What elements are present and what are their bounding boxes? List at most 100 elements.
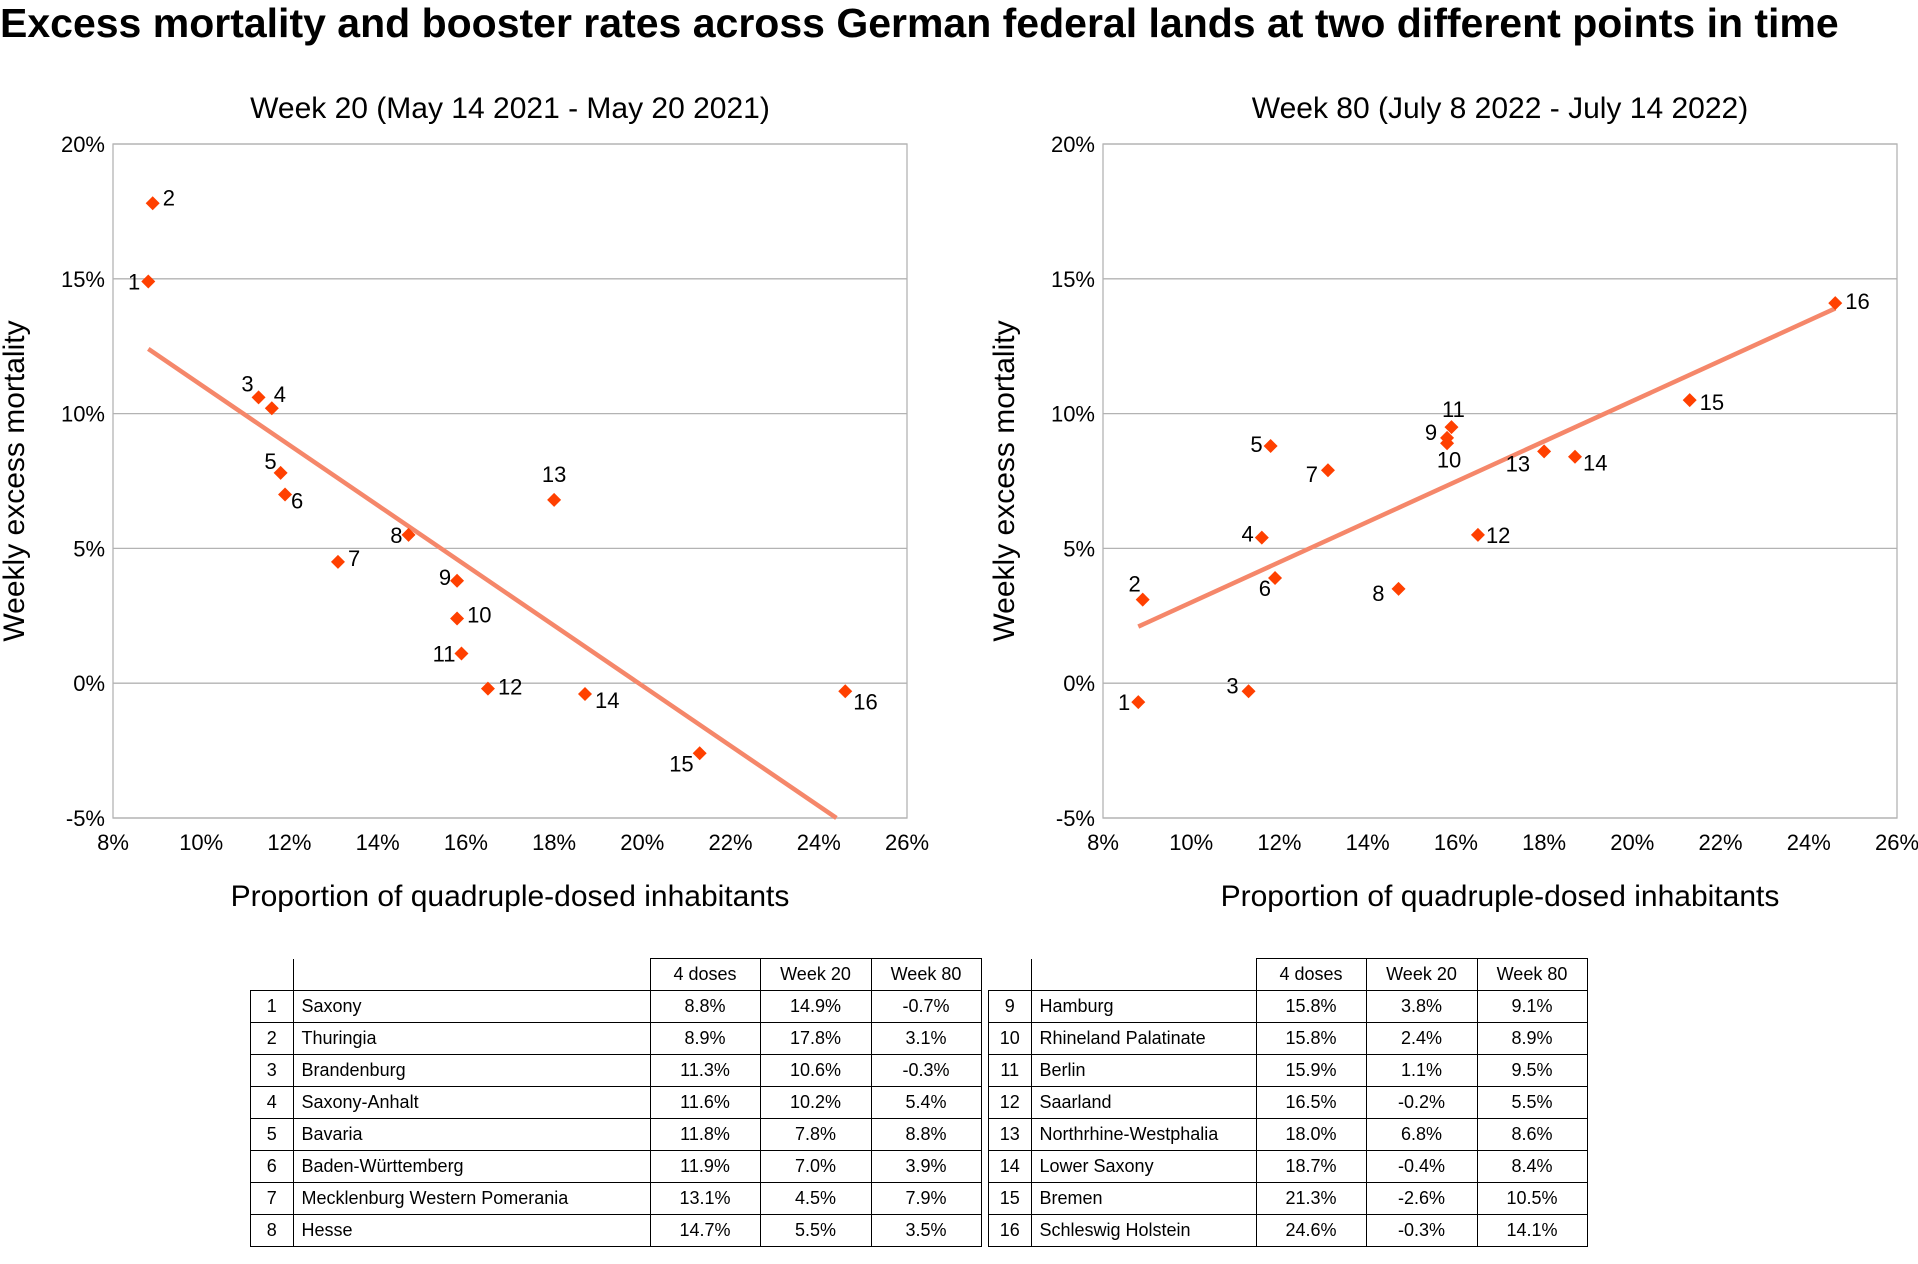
- y-tick-label: 0%: [1063, 671, 1095, 696]
- table-header-blank: [988, 958, 1032, 991]
- trend-line: [147, 347, 838, 820]
- row-index: 9: [988, 990, 1032, 1023]
- table-row: 16 Schleswig Holstein 24.6% -0.3% 14.1%: [988, 1214, 1588, 1247]
- row-index: 13: [988, 1118, 1032, 1151]
- row-index: 2: [250, 1022, 294, 1055]
- value-cell: 1.1%: [1365, 1054, 1478, 1087]
- x-tick-label: 20%: [620, 830, 664, 855]
- x-tick-label: 8%: [1087, 830, 1119, 855]
- state-name: Baden-Württemberg: [292, 1150, 651, 1183]
- value-cell: -2.6%: [1365, 1182, 1478, 1215]
- row-index: 15: [988, 1182, 1032, 1215]
- row-index: 12: [988, 1086, 1032, 1119]
- point-label: 5: [264, 449, 276, 474]
- value-cell: 13.1%: [649, 1182, 761, 1215]
- value-cell: 15.8%: [1255, 1022, 1367, 1055]
- value-cell: 15.8%: [1255, 990, 1367, 1023]
- row-index: 4: [250, 1086, 294, 1119]
- value-cell: 10.2%: [759, 1086, 872, 1119]
- table-row: 9 Hamburg 15.8% 3.8% 9.1%: [988, 990, 1588, 1023]
- point-label: 13: [1506, 451, 1530, 476]
- data-point: [145, 196, 160, 211]
- table-row: 13 Northrhine-Westphalia 18.0% 6.8% 8.6%: [988, 1118, 1588, 1151]
- data-point: [1131, 695, 1146, 710]
- x-tick-label: 8%: [97, 830, 129, 855]
- value-cell: 14.7%: [649, 1214, 761, 1247]
- data-point: [278, 487, 293, 502]
- trend-line: [1137, 306, 1837, 629]
- data-point: [1263, 438, 1278, 453]
- data-point: [480, 681, 495, 696]
- point-label: 2: [1128, 572, 1140, 597]
- chart-week-80: Week 80 (July 8 2022 - July 14 2022) -5% 0…: [988, 92, 1918, 913]
- table-row: 14 Lower Saxony 18.7% -0.4% 8.4%: [988, 1150, 1588, 1183]
- x-tick-label: 22%: [709, 830, 753, 855]
- data-point: [401, 527, 416, 542]
- y-tick-label: 5%: [1063, 536, 1095, 561]
- point-label: 3: [241, 371, 253, 396]
- x-tick-label: 12%: [267, 830, 311, 855]
- value-cell: 14.9%: [759, 990, 872, 1023]
- value-cell: 18.0%: [1255, 1118, 1367, 1151]
- row-index: 5: [250, 1118, 294, 1151]
- value-cell: 5.5%: [759, 1214, 872, 1247]
- y-tick-label: 15%: [1051, 267, 1095, 292]
- state-name: Berlin: [1030, 1054, 1257, 1087]
- state-name: Lower Saxony: [1030, 1150, 1257, 1183]
- value-cell: 3.9%: [870, 1150, 982, 1183]
- point-label: 7: [1306, 462, 1318, 487]
- y-tick-label: 15%: [61, 267, 105, 292]
- row-index: 7: [250, 1182, 294, 1215]
- value-cell: 8.4%: [1476, 1150, 1588, 1183]
- state-name: Bavaria: [292, 1118, 651, 1151]
- state-name: Northrhine-Westphalia: [1030, 1118, 1257, 1151]
- x-tick-label: 14%: [1346, 830, 1390, 855]
- x-tick-label: 10%: [179, 830, 223, 855]
- value-cell: -0.3%: [1365, 1214, 1478, 1247]
- x-tick-label: 18%: [1522, 830, 1566, 855]
- point-label: 10: [1437, 447, 1461, 472]
- value-cell: 24.6%: [1255, 1214, 1367, 1247]
- data-point: [547, 492, 562, 507]
- table-header-blank: [1031, 958, 1257, 991]
- table-row: 11 Berlin 15.9% 1.1% 9.5%: [988, 1054, 1588, 1087]
- y-tick-label: -5%: [1056, 806, 1095, 831]
- table-row: 1 Saxony 8.8% 14.9% -0.7%: [250, 990, 982, 1023]
- point-label: 8: [390, 523, 402, 548]
- point-label: 9: [1425, 420, 1437, 445]
- row-index: 16: [988, 1214, 1032, 1247]
- point-label: 6: [291, 488, 303, 513]
- value-cell: 3.5%: [870, 1214, 982, 1247]
- data-point: [1567, 449, 1582, 464]
- row-index: 8: [250, 1214, 294, 1247]
- data-point: [1391, 581, 1406, 596]
- table-row: 5 Bavaria 11.8% 7.8% 8.8%: [250, 1118, 982, 1151]
- data-table-left: 4 doses Week 20 Week 80 1 Saxony 8.8% 14.9%…: [250, 958, 982, 1247]
- point-label: 1: [128, 269, 140, 294]
- point-label: 14: [1583, 451, 1607, 476]
- x-axis-title: Proportion of quadruple-dosed inhabitant…: [1221, 880, 1780, 913]
- data-point: [1135, 592, 1150, 607]
- point-label: 4: [1242, 522, 1254, 547]
- value-cell: 21.3%: [1255, 1182, 1367, 1215]
- table-row: 8 Hesse 14.7% 5.5% 3.5%: [250, 1214, 982, 1247]
- point-label: 7: [348, 546, 360, 571]
- value-cell: -0.7%: [870, 990, 982, 1023]
- data-point: [838, 684, 853, 699]
- data-point: [251, 390, 266, 405]
- table-header-cell: Week 20: [1365, 958, 1478, 991]
- value-cell: 10.6%: [759, 1054, 872, 1087]
- data-point: [577, 686, 592, 701]
- table-row: 10 Rhineland Palatinate 15.8% 2.4% 8.9%: [988, 1022, 1588, 1055]
- x-tick-label: 22%: [1699, 830, 1743, 855]
- point-label: 15: [1700, 390, 1724, 415]
- data-point: [273, 465, 288, 480]
- data-point: [1682, 393, 1697, 408]
- value-cell: 6.8%: [1365, 1118, 1478, 1151]
- state-name: Hesse: [292, 1214, 651, 1247]
- value-cell: 8.9%: [649, 1022, 761, 1055]
- data-point: [1470, 527, 1485, 542]
- point-label: 16: [1845, 289, 1869, 314]
- value-cell: 5.4%: [870, 1086, 982, 1119]
- point-label: 10: [467, 602, 491, 627]
